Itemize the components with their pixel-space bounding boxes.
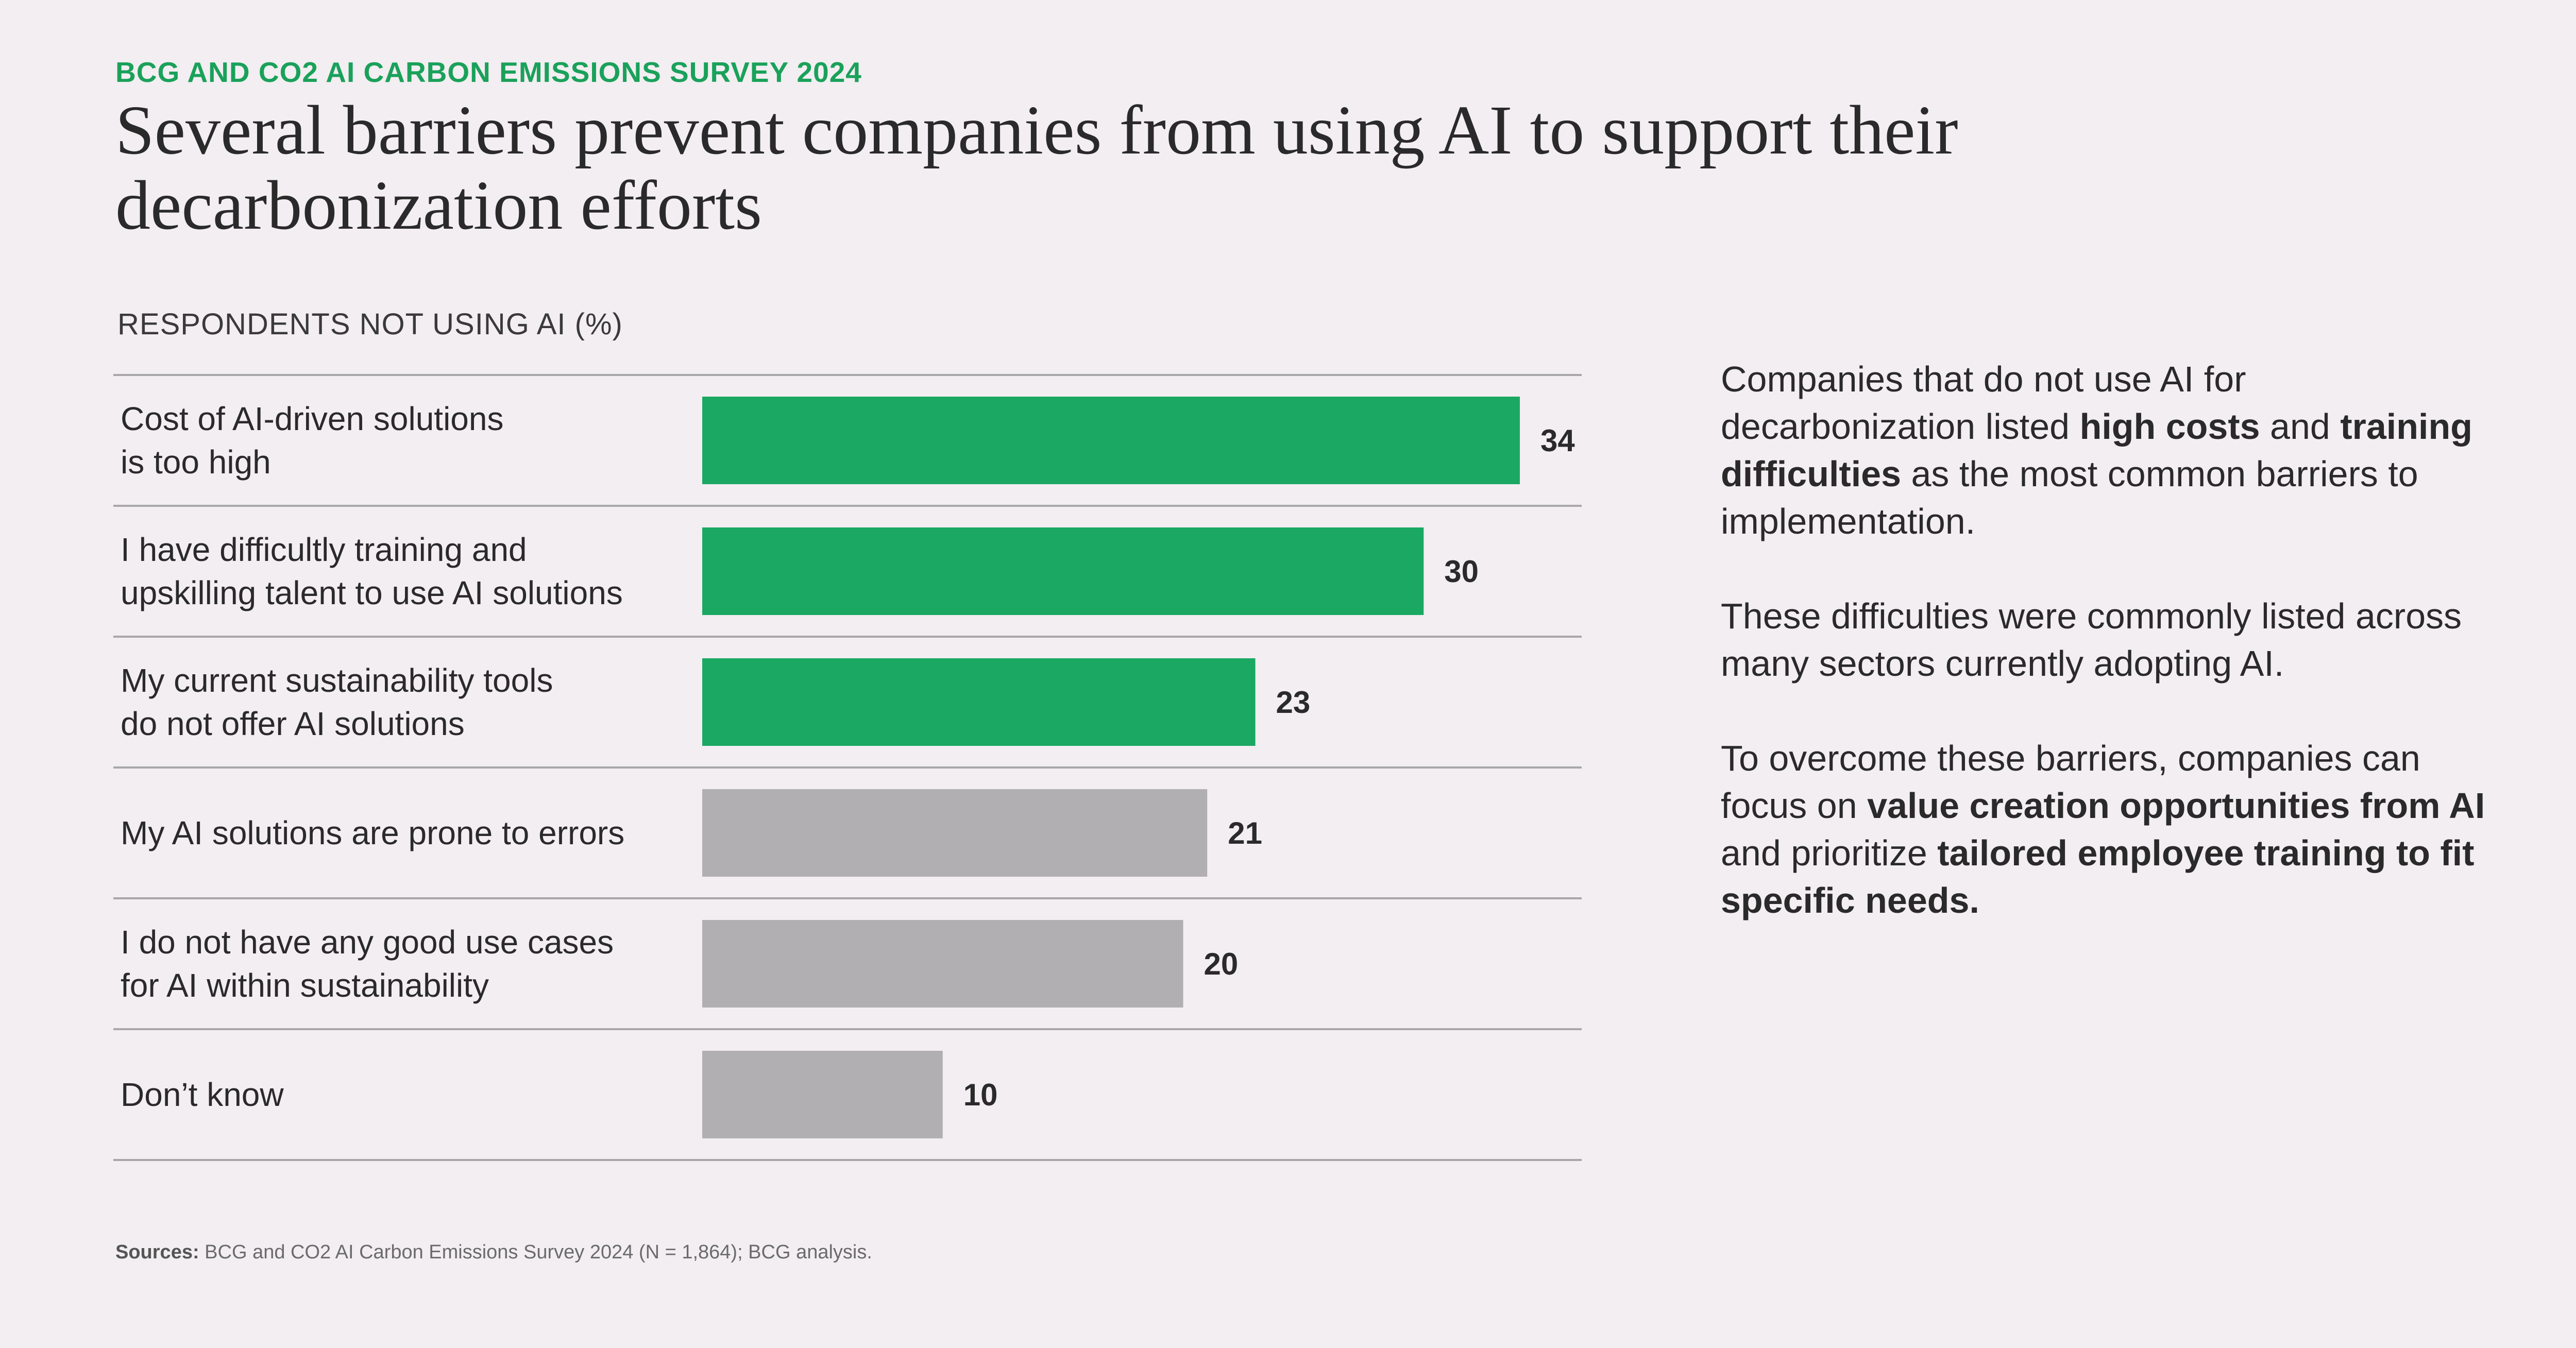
bar	[702, 658, 1256, 746]
category-label: do not offer AI solutions	[121, 705, 465, 742]
category-label: is too high	[121, 443, 271, 481]
commentary-paragraph-3: To overcome these barriers, companies ca…	[1721, 738, 2485, 920]
value-label: 34	[1540, 423, 1575, 458]
category-label: Cost of AI-driven solutions	[121, 400, 503, 437]
value-label: 20	[1204, 947, 1239, 981]
category-label: I have difficultly training and	[121, 531, 527, 568]
category-label: My AI solutions are prone to errors	[121, 814, 624, 851]
category-label: Don’t know	[121, 1076, 284, 1113]
value-label: 23	[1276, 685, 1311, 720]
bar	[702, 789, 1208, 877]
commentary: Companies that do not use AI for decarbo…	[1721, 355, 2494, 971]
source-label: Sources:	[115, 1241, 199, 1263]
bar-chart: 34 Cost of AI-driven solutions is too high…	[113, 374, 1582, 1161]
category-label: My current sustainability tools	[121, 662, 553, 699]
chart-title: RESPONDENTS NOT USING AI (%)	[117, 308, 623, 341]
source-note: Sources: BCG and CO2 AI Carbon Emissions…	[115, 1241, 872, 1264]
highlight-value-creation: value creation opportunities from AI	[1867, 786, 2485, 826]
category-label: I do not have any good use cases	[121, 924, 614, 961]
commentary-paragraph-2: These difficulties were commonly listed …	[1721, 596, 2462, 684]
commentary-paragraph-1: Companies that do not use AI for decarbo…	[1721, 359, 2472, 541]
bar	[702, 1051, 943, 1138]
category-label: for AI within sustainability	[121, 967, 489, 1004]
survey-kicker: BCG AND CO2 AI CARBON EMISSIONS SURVEY 2…	[115, 56, 862, 88]
highlight-high-costs: high costs	[2079, 406, 2260, 447]
value-label: 21	[1228, 816, 1262, 850]
source-text: BCG and CO2 AI Carbon Emissions Survey 2…	[199, 1241, 872, 1263]
category-label: upskilling talent to use AI solutions	[121, 574, 623, 611]
value-label: 30	[1444, 554, 1479, 589]
highlight-tailored-training: tailored employee training to fit specif…	[1721, 833, 2475, 920]
page-title: Several barriers prevent companies from …	[115, 92, 1958, 244]
value-label: 10	[963, 1078, 998, 1112]
highlight-training-difficulties: training difficulties	[1721, 406, 2472, 494]
bar	[702, 920, 1183, 1008]
bar	[702, 527, 1424, 615]
bar	[702, 397, 1520, 484]
